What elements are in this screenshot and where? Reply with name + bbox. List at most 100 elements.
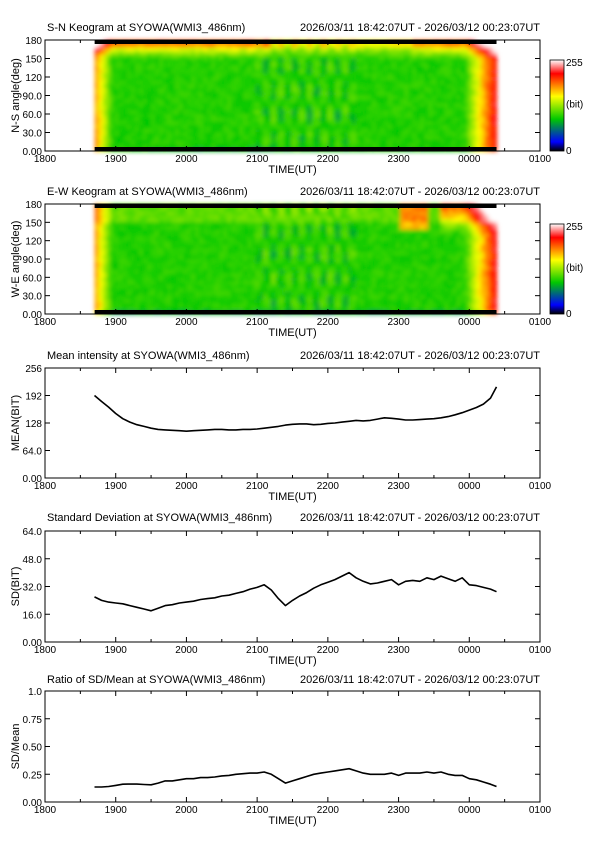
keogram-cell — [307, 237, 313, 242]
keogram-cell — [118, 306, 124, 311]
keogram-cell — [287, 218, 293, 223]
keogram-cell — [247, 218, 252, 223]
keogram-cell — [251, 240, 256, 245]
keogram-cell — [476, 136, 482, 141]
keogram-cell — [363, 73, 369, 78]
keogram-cell — [452, 121, 457, 126]
keogram-cell — [323, 54, 329, 60]
keogram-cell — [94, 106, 100, 111]
keogram-cell — [207, 91, 212, 97]
keogram-cell — [235, 306, 240, 311]
keogram-cell — [227, 47, 232, 52]
keogram-cell — [122, 306, 128, 311]
keogram-cell — [363, 128, 369, 134]
keogram-cell — [199, 303, 204, 308]
keogram-cell — [191, 207, 196, 212]
keogram-cell — [492, 65, 498, 71]
keogram-cell — [311, 292, 317, 297]
keogram-cell — [195, 117, 200, 122]
keogram-cell — [138, 218, 144, 223]
keogram-cell — [291, 222, 297, 227]
keogram-cell — [327, 262, 333, 267]
keogram-cell — [404, 58, 409, 63]
keogram-cell — [428, 91, 433, 97]
keogram-cell — [247, 266, 252, 271]
keogram-cell — [331, 128, 337, 134]
keogram-cell — [102, 121, 108, 126]
keogram-cell — [343, 80, 349, 85]
keogram-cell — [195, 102, 200, 108]
keogram-cell — [207, 51, 212, 56]
keogram-cell — [323, 91, 329, 97]
keogram-cell — [247, 262, 252, 267]
keogram-cell — [428, 62, 433, 67]
keogram-cell — [331, 73, 337, 78]
keogram-cell — [126, 211, 132, 216]
keogram-cell — [291, 121, 297, 126]
keogram-cell — [448, 58, 453, 63]
keogram-cell — [299, 139, 305, 145]
keogram-cell — [279, 121, 285, 126]
keogram-cell — [267, 80, 273, 85]
keogram-cell — [420, 132, 425, 137]
keogram-cell — [166, 102, 172, 108]
keogram-cell — [239, 303, 244, 308]
keogram-cell — [279, 233, 285, 238]
keogram-cell — [392, 102, 397, 108]
keogram-cell — [239, 273, 244, 278]
keogram-cell — [299, 226, 305, 231]
keogram-cell — [175, 218, 180, 223]
keogram-cell — [219, 62, 224, 67]
keogram-cell — [219, 106, 224, 111]
keogram-cell — [227, 281, 232, 286]
colorbar-unit-label: (bit) — [566, 100, 583, 111]
keogram-cell — [351, 128, 357, 134]
keogram-cell — [307, 303, 313, 308]
keogram-cell — [223, 58, 228, 63]
keogram-cell — [315, 266, 321, 271]
keogram-cell — [175, 222, 180, 227]
keogram-cell — [339, 136, 345, 141]
keogram-cell — [263, 292, 269, 297]
keogram-cell — [130, 143, 136, 148]
keogram-cell — [122, 284, 128, 289]
keogram-cell — [255, 43, 261, 48]
keogram-cell — [134, 248, 140, 253]
keogram-cell — [371, 47, 377, 52]
keogram-cell — [291, 128, 297, 134]
keogram-cell — [456, 121, 461, 126]
keogram-cell — [460, 121, 465, 126]
keogram-cell — [94, 262, 100, 267]
keogram-cell — [251, 299, 256, 304]
keogram-cell — [303, 132, 309, 137]
keogram-cell — [424, 125, 429, 130]
keogram-cell — [383, 80, 389, 85]
keogram-cell — [166, 215, 172, 220]
keogram-cell — [126, 106, 132, 111]
keogram-cell — [392, 95, 397, 100]
keogram-cell — [187, 106, 192, 111]
keogram-cell — [239, 306, 244, 311]
keogram-cell — [235, 295, 240, 300]
keogram-cell — [275, 240, 281, 245]
keogram-cell — [279, 95, 285, 100]
keogram-cell — [355, 65, 361, 71]
keogram-cell — [472, 47, 478, 52]
keogram-cell — [251, 58, 256, 63]
keogram-cell — [215, 143, 220, 148]
keogram-cell — [291, 215, 297, 220]
keogram-cell — [408, 110, 413, 115]
keogram-cell — [243, 262, 248, 267]
keogram-cell — [158, 288, 164, 293]
keogram-cell — [480, 128, 486, 134]
keogram-cell — [187, 303, 192, 308]
keogram-cell — [456, 99, 461, 104]
keogram-cell — [219, 288, 224, 293]
keogram-cell — [367, 51, 373, 56]
keogram-cell — [335, 84, 341, 89]
keogram-cell — [315, 273, 321, 278]
keogram-cell — [383, 65, 389, 71]
keogram-cell — [420, 51, 425, 56]
keogram-cell — [114, 95, 120, 100]
keogram-cell — [283, 259, 289, 264]
